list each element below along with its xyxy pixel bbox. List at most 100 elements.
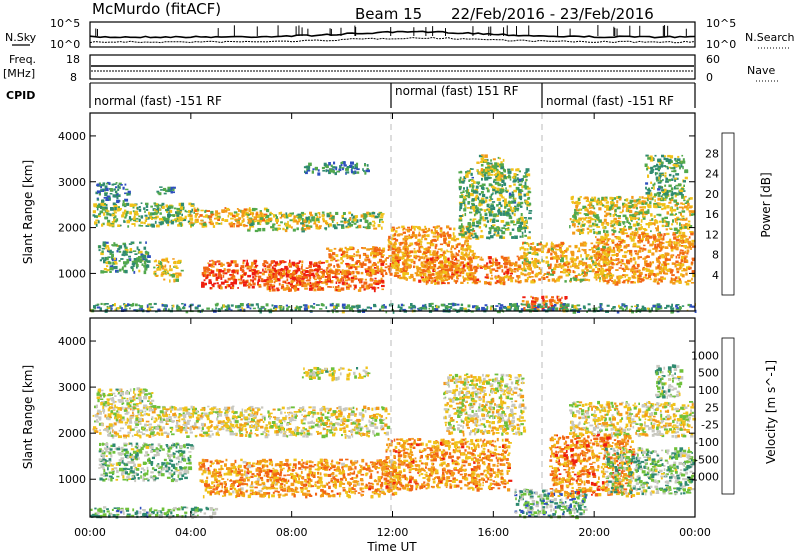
heatmap-cell [625, 268, 629, 270]
heatmap-cell [372, 224, 376, 227]
heatmap-cell [614, 212, 616, 214]
heatmap-cell [577, 219, 581, 221]
heatmap-cell [284, 281, 287, 284]
heatmap-cell [366, 272, 370, 276]
heatmap-cell [632, 245, 637, 248]
heatmap-cell [397, 226, 401, 229]
heatmap-cell [144, 214, 148, 217]
heatmap-cell [101, 199, 104, 203]
heatmap-cell [679, 266, 682, 270]
heatmap-cell [530, 280, 535, 284]
heatmap-cell [465, 255, 469, 258]
heatmap-cell [140, 215, 144, 219]
heatmap-cell [645, 237, 648, 239]
heatmap-cell [173, 265, 178, 268]
heatmap-cell [440, 277, 444, 281]
heatmap-cell [143, 260, 147, 265]
heatmap-cell [688, 206, 692, 209]
heatmap-cell [136, 257, 141, 260]
heatmap-cell [110, 207, 114, 211]
heatmap-cell [345, 285, 350, 289]
heatmap-cell [518, 217, 521, 221]
heatmap-cell [576, 225, 580, 228]
heatmap-cell [602, 260, 606, 264]
heatmap-cell [650, 273, 653, 276]
heatmap-cell [508, 259, 511, 263]
heatmap-cell [301, 271, 304, 274]
heatmap-cell [459, 271, 462, 275]
heatmap-cell [639, 247, 643, 250]
heatmap-cell [505, 274, 509, 277]
heatmap-cell [143, 265, 145, 268]
heatmap-cell [517, 280, 522, 284]
heatmap-cell [639, 211, 643, 215]
heatmap-cell [190, 204, 195, 207]
heatmap-cell [596, 250, 600, 253]
heatmap-cell [143, 270, 147, 275]
heatmap-cell [456, 264, 460, 268]
heatmap-cell [462, 181, 465, 184]
heatmap-cell [537, 261, 540, 264]
heatmap-cell [100, 185, 102, 189]
heatmap-cell [246, 208, 249, 211]
heatmap-cell [435, 257, 438, 259]
heatmap-cell [566, 269, 569, 274]
heatmap-cell [564, 280, 567, 283]
heatmap-cell [221, 209, 225, 213]
heatmap-cell [122, 242, 126, 246]
heatmap-cell [528, 275, 532, 279]
heatmap-cell [113, 265, 118, 270]
heatmap-cell [294, 289, 297, 292]
heatmap-cell [122, 200, 125, 204]
heatmap-cell [605, 276, 608, 279]
heatmap-cell [669, 213, 674, 216]
heatmap-cell [575, 229, 579, 232]
heatmap-cell [632, 224, 636, 227]
heatmap-cell [315, 224, 319, 228]
heatmap-cell [234, 263, 239, 267]
heatmap-cell [634, 229, 636, 232]
heatmap-cell [381, 254, 385, 256]
heatmap-cell [451, 245, 455, 249]
heatmap-cell [556, 298, 560, 301]
heatmap-cell [373, 255, 377, 257]
heatmap-cell [271, 287, 274, 290]
heatmap-cell [668, 244, 671, 247]
heatmap-cell [93, 205, 97, 208]
heatmap-cell [326, 214, 330, 218]
heatmap-cell [469, 229, 474, 232]
heatmap-cell [269, 211, 272, 214]
heatmap-cell [227, 264, 231, 267]
heatmap-cell [473, 276, 477, 280]
heatmap-cell [610, 250, 615, 253]
heatmap-cell [353, 215, 356, 219]
heatmap-cell [546, 273, 550, 275]
heatmap-cell [674, 219, 677, 223]
heatmap-cell [373, 251, 378, 253]
heatmap-cell [292, 263, 294, 266]
heatmap-cell [545, 295, 548, 299]
heatmap-cell [424, 237, 428, 241]
heatmap-cell [304, 270, 307, 274]
heatmap-cell [111, 183, 115, 186]
heatmap-cell [606, 233, 610, 236]
heatmap-cell [586, 220, 589, 223]
heatmap-cell [594, 273, 598, 277]
heatmap-cell [653, 280, 657, 283]
heatmap-cell [255, 208, 258, 211]
heatmap-cell [431, 279, 435, 282]
heatmap-cell [495, 219, 499, 222]
heatmap-cell [609, 222, 613, 225]
heatmap-cell [455, 257, 458, 261]
heatmap-cell [441, 254, 445, 257]
heatmap-cell [206, 210, 210, 212]
heatmap-cell [424, 260, 428, 264]
heatmap-cell [191, 208, 193, 212]
heatmap-cell [671, 262, 675, 265]
heatmap-cell [591, 211, 595, 215]
noise-spikes [95, 25, 687, 36]
heatmap-cell [337, 265, 341, 268]
heatmap-cell [523, 307, 526, 311]
heatmap-cell [213, 263, 217, 266]
heatmap-cell [131, 223, 136, 225]
